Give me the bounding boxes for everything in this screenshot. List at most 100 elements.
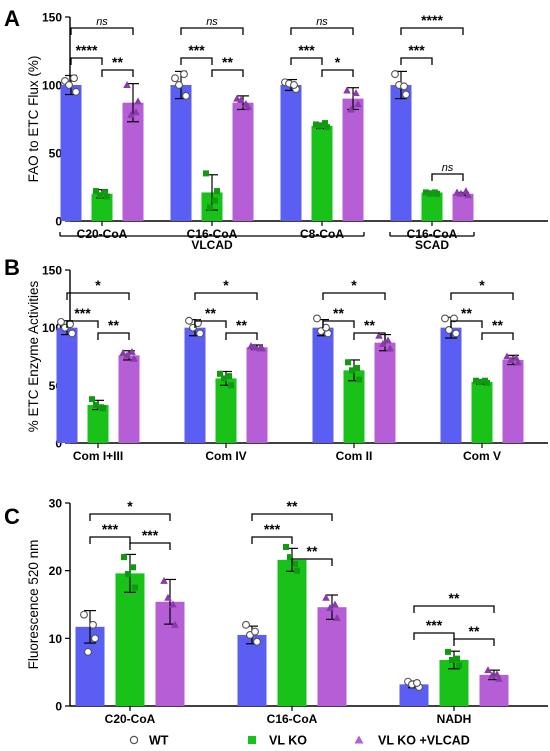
significance-bracket	[290, 57, 323, 65]
data-point-vlko	[356, 376, 362, 383]
significance-bracket	[251, 513, 333, 521]
y-tick-label: 150	[42, 11, 62, 25]
data-point-vlcad	[347, 105, 355, 113]
significance-label: ns	[96, 16, 108, 28]
panel-a-chart: 0 50 100 150 FAO to ETC Flux (%) C20-CoA C16-C…	[26, 11, 548, 252]
significance-label: **	[307, 543, 318, 559]
significance-label: **	[108, 317, 119, 333]
bar-vlcad	[317, 607, 347, 706]
data-point-wt	[68, 329, 76, 338]
y-tick-label: 150	[42, 264, 62, 278]
data-point-vlcad	[132, 108, 140, 116]
significance-label: **	[469, 623, 480, 639]
data-point-vlko	[93, 188, 99, 195]
data-point-vlcad	[493, 670, 501, 678]
significance-bracket	[129, 542, 171, 550]
bar-vlcad	[342, 98, 364, 221]
data-point-wt	[413, 679, 421, 687]
group-label: SCAD	[415, 238, 449, 252]
data-point-vlko	[130, 564, 136, 571]
data-point-wt	[313, 314, 321, 323]
bar-vlko	[215, 378, 237, 443]
legend-label-vlko: VL KO	[269, 734, 307, 748]
significance-bracket	[66, 320, 99, 328]
data-point-wt	[175, 81, 183, 89]
data-point-vlcad	[119, 349, 127, 357]
legend-item-wt: WT	[129, 734, 169, 748]
significance-bracket	[450, 320, 483, 328]
bar-wt	[60, 85, 82, 221]
y-tick-label: 0	[55, 215, 62, 229]
significance-label: ns	[442, 162, 454, 174]
data-point-vlcad	[457, 189, 465, 197]
bar-wt	[280, 85, 302, 221]
significance-bracket	[225, 332, 258, 340]
data-point-vlcad	[379, 339, 387, 347]
y-tick-label: 10	[49, 632, 63, 646]
data-point-vlcad	[130, 354, 138, 362]
significance-label: ***	[298, 42, 315, 58]
data-point-vlko	[423, 189, 429, 196]
data-point-vlcad	[237, 95, 245, 103]
data-point-vlko	[317, 122, 323, 129]
significance-label: ***	[264, 521, 281, 537]
significance-bracket	[194, 292, 258, 300]
x-tick-label: C20-CoA	[77, 227, 128, 241]
significance-label: *	[95, 277, 101, 293]
significance-label: *	[351, 277, 357, 293]
data-point-vlko	[212, 197, 218, 204]
data-point-vlko	[473, 377, 479, 384]
significance-bracket	[431, 173, 464, 181]
data-point-vlko	[97, 192, 103, 199]
data-point-vlcad	[503, 352, 511, 360]
data-point-wt	[290, 81, 298, 89]
data-point-vlcad	[384, 336, 392, 344]
significance-label: **	[364, 317, 375, 333]
panel-label-b: B	[4, 255, 20, 280]
significance-bracket	[400, 57, 433, 65]
data-point-wt	[72, 87, 80, 96]
data-point-vlko	[207, 204, 213, 211]
y-axis-label: FAO to ETC Flux (%)	[26, 56, 41, 183]
data-point-vlko	[432, 189, 438, 196]
data-point-vlcad	[127, 110, 135, 118]
y-tick-label: 30	[49, 497, 63, 511]
data-point-vlko	[427, 190, 433, 197]
data-point-vlcad	[123, 351, 131, 359]
legend-item-vlko: VL KO	[248, 734, 307, 748]
data-point-vlko	[345, 359, 351, 366]
significance-label: **	[449, 590, 460, 606]
data-point-wt	[70, 74, 78, 83]
bar-vlko	[471, 381, 493, 443]
significance-label: ***	[408, 42, 425, 58]
significance-label: ***	[188, 42, 205, 58]
data-point-wt	[89, 620, 97, 629]
significance-label: **	[112, 54, 123, 70]
significance-label: **	[236, 317, 247, 333]
bar-vlko	[91, 193, 113, 221]
data-point-wt	[91, 634, 99, 643]
data-point-vlcad	[242, 100, 250, 108]
bar-wt	[312, 327, 334, 443]
panel-label-c: C	[4, 504, 20, 529]
significance-bracket	[322, 292, 386, 300]
significance-bracket	[180, 57, 213, 65]
legend-label-vlcad: VL KO +VLCAD	[378, 734, 470, 748]
significance-bracket	[89, 513, 171, 521]
data-point-vlcad	[507, 355, 515, 363]
data-point-wt	[171, 74, 179, 83]
data-point-vlko	[454, 655, 460, 662]
data-point-vlko	[324, 124, 330, 131]
significance-label: ****	[76, 42, 98, 58]
x-tick-label: NADH	[437, 712, 472, 726]
data-point-vlcad	[164, 593, 172, 601]
significance-bracket	[321, 69, 354, 77]
data-point-vlcad	[134, 97, 142, 105]
significance-label: *	[335, 54, 341, 70]
data-point-vlko	[214, 188, 220, 195]
significance-bracket	[70, 57, 103, 65]
data-point-vlko	[449, 656, 455, 663]
data-point-wt	[251, 627, 259, 636]
data-point-vlko	[203, 170, 209, 177]
